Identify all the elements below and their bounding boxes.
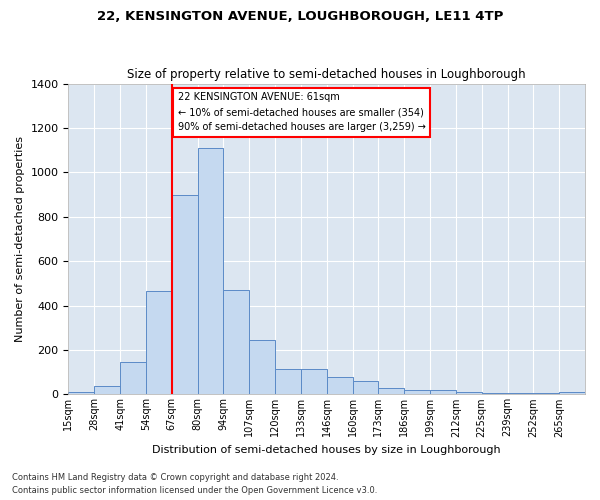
Bar [275,369,301,394]
Bar [146,291,172,395]
Bar [559,392,585,394]
Text: 22 KENSINGTON AVENUE: 61sqm
← 10% of semi-detached houses are smaller (354)
90% : 22 KENSINGTON AVENUE: 61sqm ← 10% of sem… [178,92,425,132]
Bar [379,388,404,394]
Bar [94,386,120,394]
Bar [508,393,533,394]
Bar [197,148,223,394]
Bar [482,392,508,394]
Bar [223,290,249,395]
Title: Size of property relative to semi-detached houses in Loughborough: Size of property relative to semi-detach… [127,68,526,81]
Bar [430,390,456,394]
Bar [68,392,94,394]
Bar [301,369,327,394]
Bar [249,340,275,394]
Text: 22, KENSINGTON AVENUE, LOUGHBOROUGH, LE11 4TP: 22, KENSINGTON AVENUE, LOUGHBOROUGH, LE1… [97,10,503,23]
Text: Contains HM Land Registry data © Crown copyright and database right 2024.
Contai: Contains HM Land Registry data © Crown c… [12,474,377,495]
Bar [404,390,430,394]
Y-axis label: Number of semi-detached properties: Number of semi-detached properties [15,136,25,342]
X-axis label: Distribution of semi-detached houses by size in Loughborough: Distribution of semi-detached houses by … [152,445,501,455]
Bar [172,194,197,394]
Bar [456,392,482,394]
Bar [353,380,379,394]
Bar [120,362,146,394]
Bar [327,376,353,394]
